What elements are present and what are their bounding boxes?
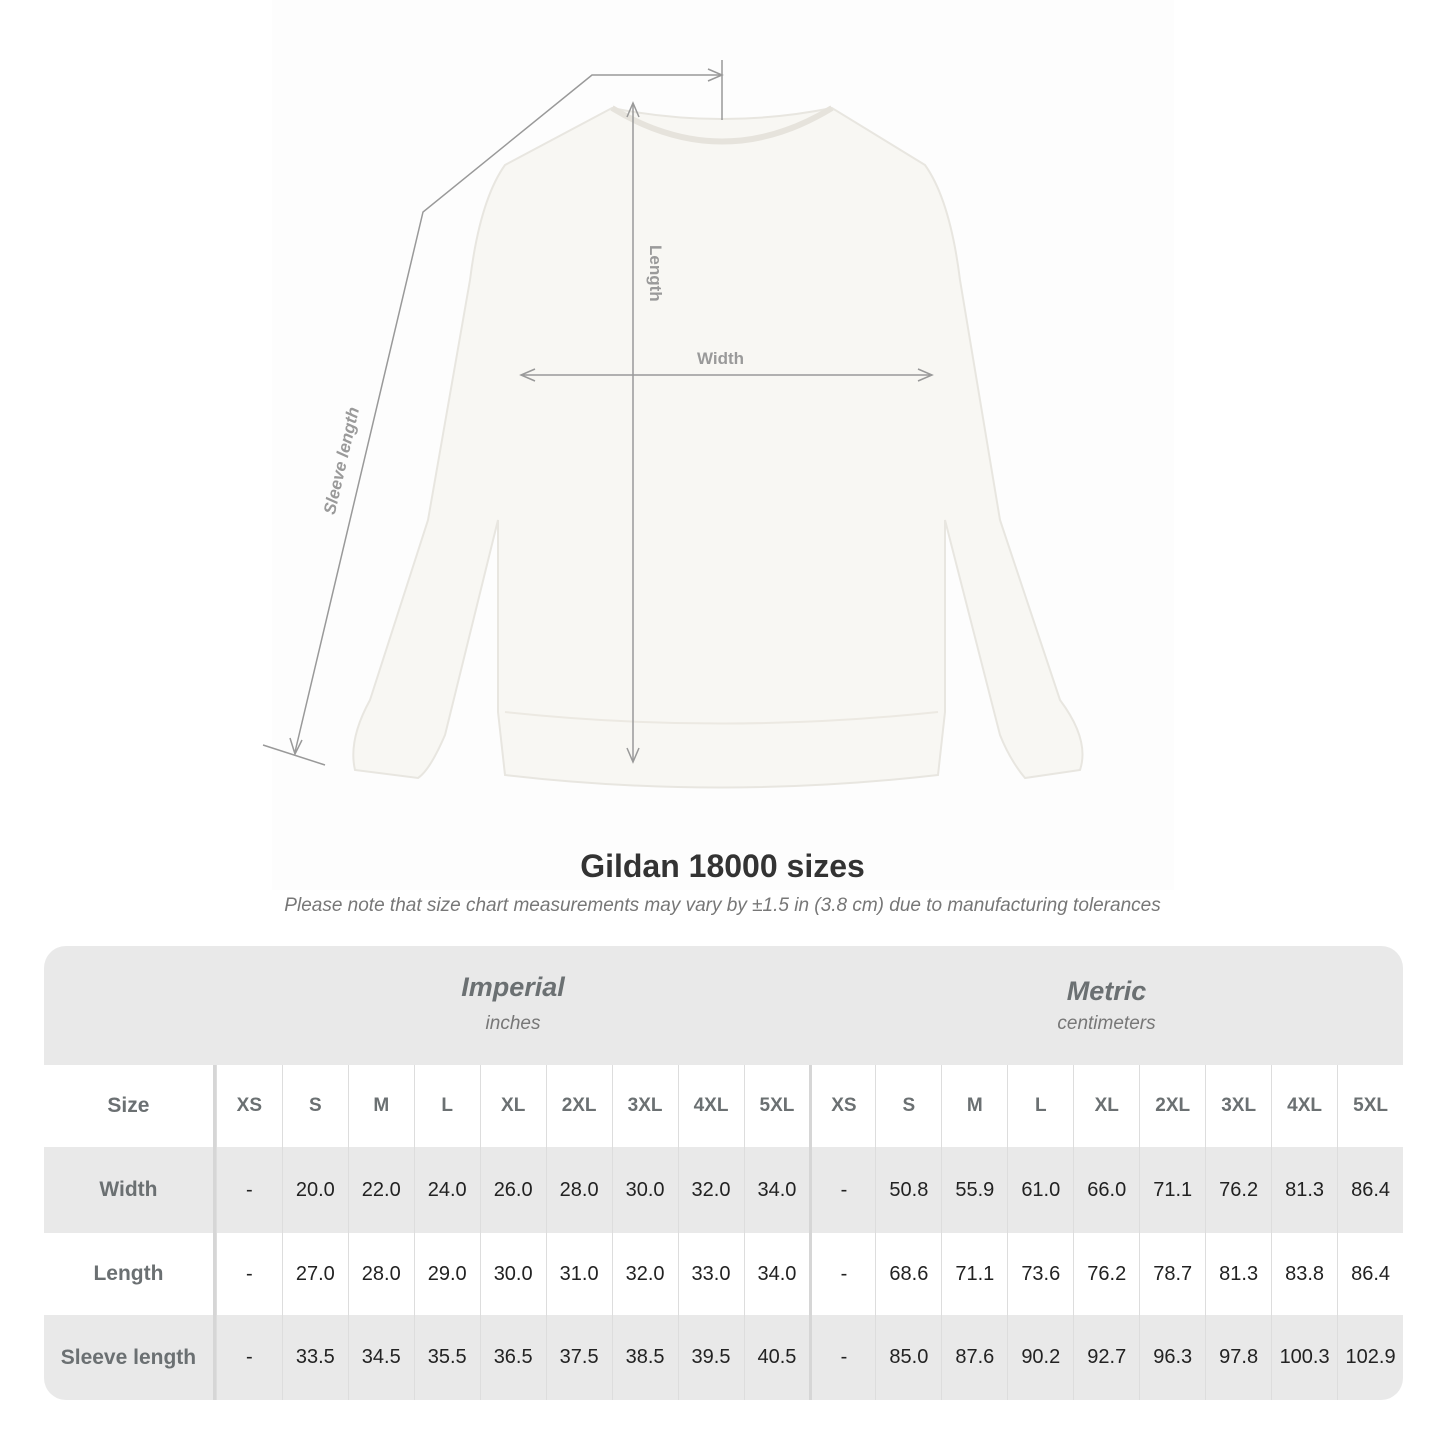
size-header-cell: 2XL	[1139, 1065, 1205, 1147]
size-header-cell: 2XL	[545, 1065, 612, 1147]
length-label: Length	[646, 245, 665, 302]
metric-value-cell: 96.3	[1139, 1315, 1205, 1400]
metric-value-cell: 81.3	[1271, 1147, 1337, 1233]
size-header-cell: M	[347, 1065, 414, 1147]
imperial-value-cell: 39.5	[677, 1315, 744, 1400]
imperial-value-cell: 30.0	[479, 1233, 546, 1315]
metric-value-cell: 50.8	[875, 1147, 941, 1233]
imperial-value-cell: 34.5	[347, 1315, 414, 1400]
size-header-cell: L	[413, 1065, 480, 1147]
imperial-value-cell: 31.0	[545, 1233, 612, 1315]
sleeve-measure-line	[294, 74, 722, 753]
imperial-value-cell: 32.0	[611, 1233, 678, 1315]
metric-value-cell: 71.1	[941, 1233, 1007, 1315]
row-label: Width	[44, 1147, 216, 1233]
metric-value-cell: 86.4	[1337, 1233, 1403, 1315]
size-table: Imperial inches Metric centimeters Size X…	[44, 946, 1403, 1400]
metric-value-cell: 78.7	[1139, 1233, 1205, 1315]
imperial-title: Imperial	[461, 972, 565, 1002]
size-header-cell: XS	[809, 1065, 875, 1147]
imperial-value-cell: 29.0	[413, 1233, 480, 1315]
metric-value-cell: 66.0	[1073, 1147, 1139, 1233]
metric-value-cell: 83.8	[1271, 1233, 1337, 1315]
size-header-cell: XS	[215, 1065, 282, 1147]
imperial-value-cell: 30.0	[611, 1147, 678, 1233]
metric-value-cell: 102.9	[1337, 1315, 1403, 1400]
size-header-cell: S	[281, 1065, 348, 1147]
imperial-value-cell: 33.5	[281, 1315, 348, 1400]
row-label: Length	[44, 1233, 216, 1315]
metric-title: Metric	[1066, 976, 1147, 1006]
metric-value-cell: 68.6	[875, 1233, 941, 1315]
table-row: Width -20.0 22.0 24.0 26.0 28.0 30.0 32.0 34.0-5…	[44, 1147, 1403, 1233]
imperial-value-cell: 28.0	[347, 1233, 414, 1315]
imperial-value-cell: 37.5	[545, 1315, 612, 1400]
imperial-value-cell: 24.0	[413, 1147, 480, 1233]
metric-value-cell: -	[809, 1315, 875, 1400]
table-row: Sleeve length -33.5 34.5 35.5 36.5 37.5 38.5 39…	[44, 1315, 1403, 1400]
metric-header: Metric centimeters	[810, 946, 1403, 1095]
size-header-cell: 3XL	[1205, 1065, 1271, 1147]
size-header-cell: XL	[479, 1065, 546, 1147]
width-label: Width	[697, 349, 745, 368]
size-header-cell: XL	[1073, 1065, 1139, 1147]
metric-value-cell: 86.4	[1337, 1147, 1403, 1233]
imperial-value-cell: 26.0	[479, 1147, 546, 1233]
metric-value-cell: -	[809, 1147, 875, 1233]
imperial-value-cell: 20.0	[281, 1147, 348, 1233]
imperial-value-cell: 34.0	[743, 1233, 810, 1315]
size-header-cell: 4XL	[677, 1065, 744, 1147]
size-header-cell: 4XL	[1271, 1065, 1337, 1147]
tolerance-note: Please note that size chart measurements…	[284, 895, 1161, 916]
metric-value-cell: 55.9	[941, 1147, 1007, 1233]
imperial-unit: inches	[485, 1013, 541, 1034]
metric-unit: centimeters	[1057, 1013, 1156, 1034]
size-header-cell: M	[941, 1065, 1007, 1147]
metric-value-cell: 85.0	[875, 1315, 941, 1400]
size-header-cell: 5XL	[1337, 1065, 1403, 1147]
metric-value-cell: 61.0	[1007, 1147, 1073, 1233]
imperial-value-cell: 38.5	[611, 1315, 678, 1400]
size-header-cell: L	[1007, 1065, 1073, 1147]
imperial-value-cell: -	[215, 1233, 282, 1315]
imperial-value-cell: 28.0	[545, 1147, 612, 1233]
sweatshirt-body	[352, 106, 1084, 789]
metric-value-cell: 100.3	[1271, 1315, 1337, 1400]
size-column-label: Size	[44, 1065, 216, 1147]
size-header-cell: S	[875, 1065, 941, 1147]
table-row: Length -27.0 28.0 29.0 30.0 31.0 32.0 33.0 34.0-…	[44, 1233, 1403, 1315]
imperial-value-cell: 35.5	[413, 1315, 480, 1400]
metric-value-cell: 76.2	[1205, 1147, 1271, 1233]
imperial-value-cell: 36.5	[479, 1315, 546, 1400]
header-row: Size XS S M L XL 2XL 3XL 4XL 5XL XS S M L XL 2XL 3XL 4XL 5…	[44, 1065, 1403, 1147]
metric-value-cell: 73.6	[1007, 1233, 1073, 1315]
imperial-value-cell: 40.5	[743, 1315, 810, 1400]
size-header-cell: 5XL	[743, 1065, 810, 1147]
imperial-value-cell: 22.0	[347, 1147, 414, 1233]
metric-value-cell: -	[809, 1233, 875, 1315]
metric-value-cell: 71.1	[1139, 1147, 1205, 1233]
imperial-value-cell: 33.0	[677, 1233, 744, 1315]
row-label: Sleeve length	[44, 1315, 216, 1400]
size-header-cell: 3XL	[611, 1065, 678, 1147]
metric-value-cell: 81.3	[1205, 1233, 1271, 1315]
sweatshirt-diagram	[262, 60, 1084, 789]
imperial-value-cell: -	[215, 1315, 282, 1400]
imperial-value-cell: 32.0	[677, 1147, 744, 1233]
metric-value-cell: 90.2	[1007, 1315, 1073, 1400]
imperial-value-cell: -	[215, 1147, 282, 1233]
page-title: Gildan 18000 sizes	[580, 848, 865, 884]
metric-value-cell: 87.6	[941, 1315, 1007, 1400]
imperial-value-cell: 34.0	[743, 1147, 810, 1233]
metric-value-cell: 97.8	[1205, 1315, 1271, 1400]
metric-value-cell: 92.7	[1073, 1315, 1139, 1400]
imperial-header: Imperial inches	[216, 946, 810, 1091]
metric-value-cell: 76.2	[1073, 1233, 1139, 1315]
imperial-value-cell: 27.0	[281, 1233, 348, 1315]
